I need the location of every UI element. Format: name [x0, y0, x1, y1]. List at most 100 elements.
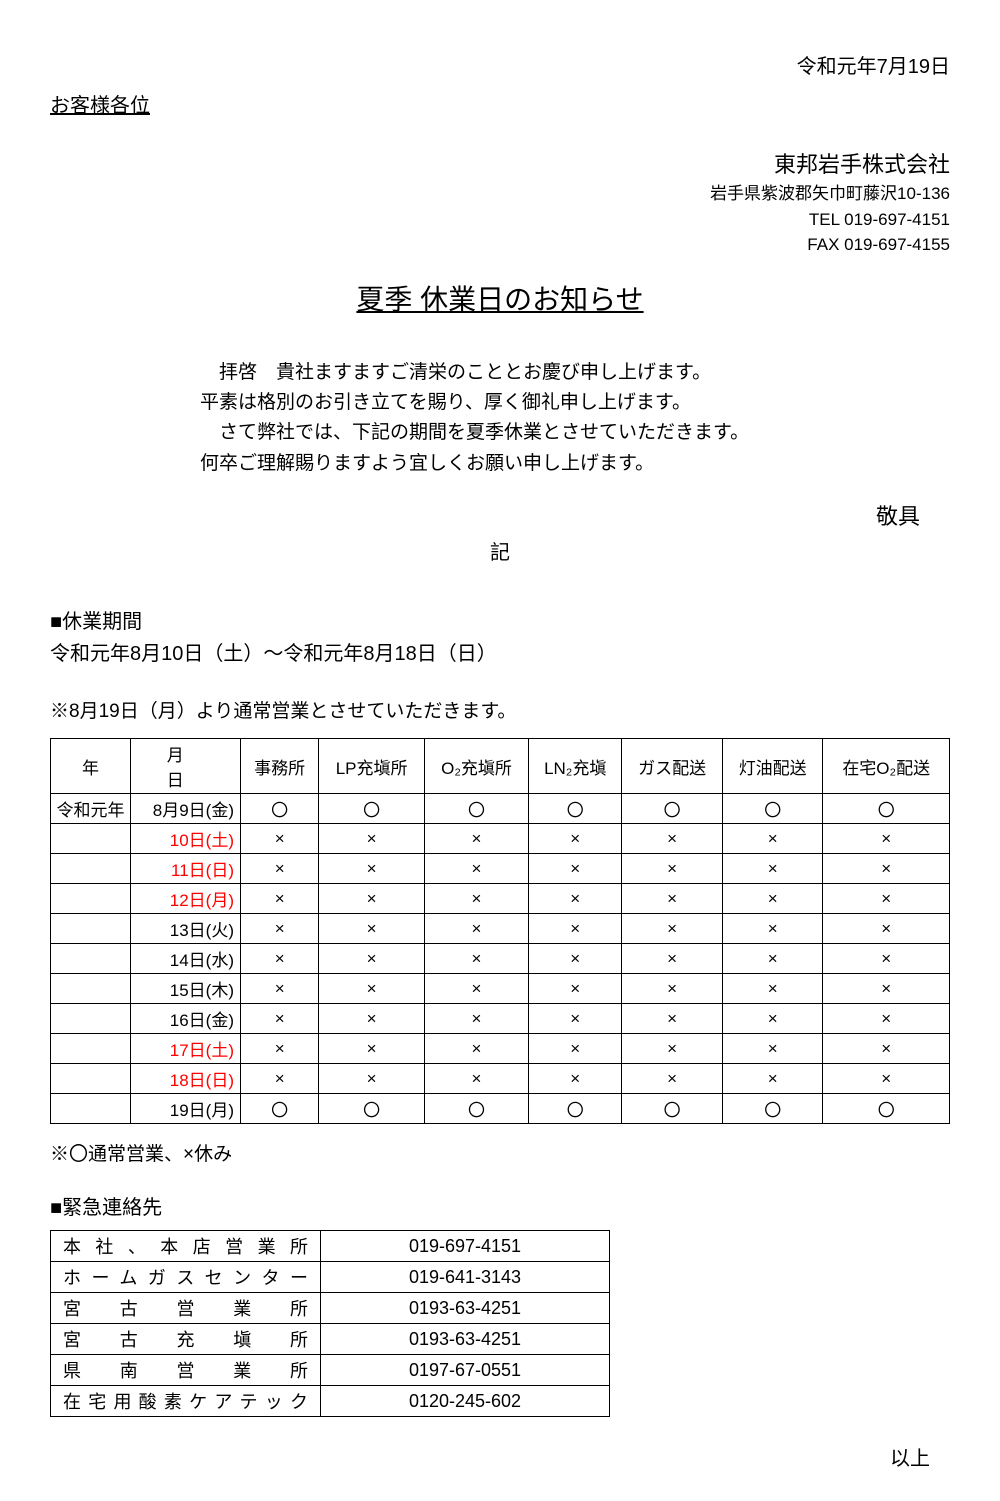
contact-phone: 0193-63-4251	[321, 1293, 610, 1324]
schedule-status-cell: 〇	[529, 794, 622, 824]
schedule-status-cell: ×	[319, 974, 425, 1004]
contact-phone: 019-697-4151	[321, 1231, 610, 1262]
schedule-status-cell: ×	[424, 824, 528, 854]
schedule-status-cell: 〇	[622, 1094, 723, 1124]
schedule-status-cell: 〇	[319, 1094, 425, 1124]
schedule-date-cell: 12日(月)	[131, 884, 241, 914]
schedule-year-cell	[51, 1034, 131, 1064]
schedule-status-cell: ×	[622, 854, 723, 884]
contact-name: 宮古充塡所	[51, 1324, 321, 1355]
schedule-status-cell: ×	[319, 944, 425, 974]
schedule-status-cell: ×	[529, 914, 622, 944]
schedule-status-cell: ×	[424, 1034, 528, 1064]
schedule-status-cell: ×	[529, 884, 622, 914]
schedule-col-header: 灯油配送	[722, 739, 823, 794]
schedule-status-cell: ×	[823, 1064, 950, 1094]
schedule-row: 18日(日)×××××××	[51, 1064, 950, 1094]
contact-row: 宮古充塡所0193-63-4251	[51, 1324, 610, 1355]
schedule-status-cell: 〇	[823, 794, 950, 824]
schedule-status-cell: ×	[241, 1034, 319, 1064]
body-line-4: 何卒ご理解賜りますよう宜しくお願い申し上げます。	[200, 449, 850, 479]
contact-phone: 019-641-3143	[321, 1262, 610, 1293]
schedule-year-cell	[51, 944, 131, 974]
schedule-status-cell: ×	[622, 1034, 723, 1064]
schedule-status-cell: ×	[529, 974, 622, 1004]
keigu: 敬具	[50, 499, 950, 531]
schedule-status-cell: ×	[424, 974, 528, 1004]
schedule-col-header: LP充塡所	[319, 739, 425, 794]
contact-name: 宮古営業所	[51, 1293, 321, 1324]
contacts-table: 本社、本店営業所019-697-4151ホームガスセンター019-641-314…	[50, 1230, 610, 1417]
schedule-date-cell: 13日(火)	[131, 914, 241, 944]
legend: ※〇通常営業、×休み	[50, 1139, 950, 1166]
closure-period: 令和元年8月10日（土）～令和元年8月18日（日）	[50, 637, 950, 666]
schedule-status-cell: ×	[241, 854, 319, 884]
schedule-status-cell: ×	[622, 974, 723, 1004]
schedule-status-cell: ×	[622, 1004, 723, 1034]
schedule-row: 15日(木)×××××××	[51, 974, 950, 1004]
schedule-status-cell: ×	[722, 854, 823, 884]
schedule-status-cell: ×	[622, 1064, 723, 1094]
schedule-col-header: 月 日	[131, 739, 241, 794]
schedule-status-cell: 〇	[241, 794, 319, 824]
schedule-status-cell: 〇	[722, 1094, 823, 1124]
schedule-status-cell: ×	[424, 854, 528, 884]
closure-period-head: ■休業期間	[50, 605, 950, 634]
schedule-status-cell: ×	[424, 1064, 528, 1094]
company-block: 東邦岩手株式会社 岩手県紫波郡矢巾町藤沢10-136 TEL 019-697-4…	[50, 148, 950, 258]
schedule-row: 13日(火)×××××××	[51, 914, 950, 944]
contact-phone: 0120-245-602	[321, 1386, 610, 1417]
schedule-year-cell	[51, 1004, 131, 1034]
schedule-row: 19日(月)〇〇〇〇〇〇〇	[51, 1094, 950, 1124]
schedule-status-cell: ×	[823, 914, 950, 944]
schedule-status-cell: ×	[722, 884, 823, 914]
schedule-date-cell: 17日(土)	[131, 1034, 241, 1064]
schedule-status-cell: 〇	[241, 1094, 319, 1124]
contact-phone: 0193-63-4251	[321, 1324, 610, 1355]
ijou: 以上	[50, 1442, 950, 1471]
schedule-status-cell: ×	[823, 884, 950, 914]
schedule-status-cell: ×	[241, 1064, 319, 1094]
schedule-col-header: ガス配送	[622, 739, 723, 794]
schedule-status-cell: ×	[823, 824, 950, 854]
schedule-status-cell: 〇	[622, 794, 723, 824]
schedule-status-cell: ×	[241, 1004, 319, 1034]
resume-note: ※8月19日（月）より通常営業とさせていただきます。	[50, 696, 950, 723]
schedule-status-cell: ×	[424, 944, 528, 974]
schedule-status-cell: ×	[319, 1034, 425, 1064]
body-line-3: さて弊社では、下記の期間を夏季休業とさせていただきます。	[200, 418, 850, 448]
schedule-body: 令和元年8月9日(金)〇〇〇〇〇〇〇10日(土)×××××××11日(日)×××…	[51, 794, 950, 1124]
schedule-year-cell	[51, 854, 131, 884]
schedule-status-cell: ×	[722, 974, 823, 1004]
schedule-status-cell: ×	[823, 1004, 950, 1034]
schedule-year-cell	[51, 824, 131, 854]
contact-name: 本社、本店営業所	[51, 1231, 321, 1262]
schedule-status-cell: ×	[319, 1064, 425, 1094]
schedule-status-cell: ×	[319, 914, 425, 944]
contact-row: 本社、本店営業所019-697-4151	[51, 1231, 610, 1262]
schedule-date-cell: 18日(日)	[131, 1064, 241, 1094]
schedule-status-cell: ×	[722, 914, 823, 944]
schedule-status-cell: ×	[529, 824, 622, 854]
schedule-status-cell: ×	[622, 914, 723, 944]
schedule-status-cell: ×	[241, 914, 319, 944]
schedule-row: 14日(水)×××××××	[51, 944, 950, 974]
schedule-date-cell: 19日(月)	[131, 1094, 241, 1124]
schedule-date-cell: 8月9日(金)	[131, 794, 241, 824]
schedule-status-cell: ×	[319, 824, 425, 854]
schedule-status-cell: 〇	[319, 794, 425, 824]
schedule-status-cell: ×	[722, 824, 823, 854]
contacts-body: 本社、本店営業所019-697-4151ホームガスセンター019-641-314…	[51, 1231, 610, 1417]
schedule-col-header: 事務所	[241, 739, 319, 794]
schedule-year-cell	[51, 1064, 131, 1094]
document-date: 令和元年7月19日	[50, 50, 950, 79]
schedule-status-cell: 〇	[424, 1094, 528, 1124]
schedule-status-cell: ×	[241, 824, 319, 854]
schedule-row: 10日(土)×××××××	[51, 824, 950, 854]
schedule-status-cell: ×	[529, 1004, 622, 1034]
schedule-col-header: 在宅O₂配送	[823, 739, 950, 794]
schedule-status-cell: ×	[529, 1034, 622, 1064]
company-tel: TEL 019-697-4151	[50, 207, 950, 233]
schedule-status-cell: ×	[529, 854, 622, 884]
schedule-row: 12日(月)×××××××	[51, 884, 950, 914]
